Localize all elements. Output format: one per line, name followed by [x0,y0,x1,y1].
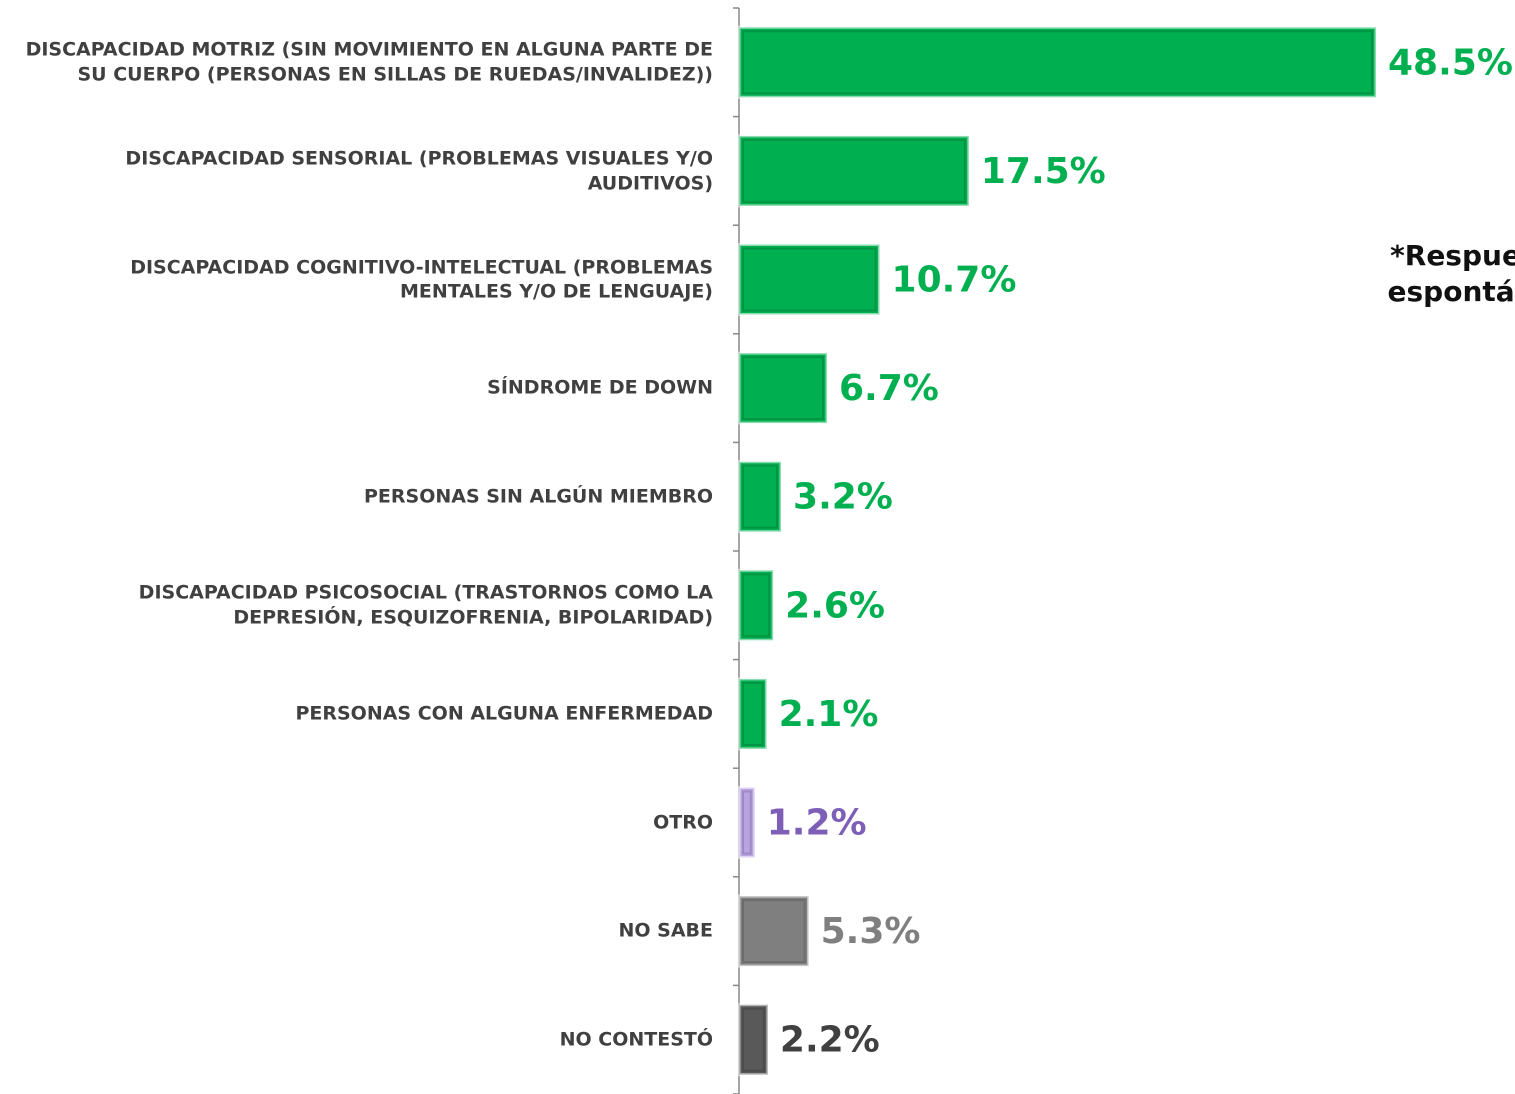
value-label: 48.5% [1388,42,1513,83]
category-label: NO SABE [618,919,713,942]
value-label: 5.3% [821,911,921,952]
annotation: *Respuestaespontánea [1350,238,1515,311]
value-label: 6.7% [839,368,939,409]
category-label: SÍNDROME DE DOWN [487,376,713,399]
value-label: 3.2% [793,477,893,518]
value-label: 10.7% [892,260,1017,301]
bar-bevel [742,790,752,855]
bar [737,894,811,968]
bar-bevel [742,247,877,312]
category-label: DISCAPACIDAD MOTRIZ (SIN MOVIMIENTO EN A… [25,38,713,86]
bar [737,25,1378,99]
category-label: PERSONAS CON ALGUNA ENFERMEDAD [295,702,713,725]
bar [737,460,783,534]
bar [737,134,971,208]
category-label: DISCAPACIDAD PSICOSOCIAL (TRASTORNOS COM… [138,581,713,629]
bar-bevel [742,1007,765,1072]
value-label: 2.1% [779,694,879,735]
category-label: OTRO [653,811,713,834]
bar-bevel [742,681,764,746]
bar [737,1003,770,1077]
annotation-line: *Respuesta [1390,239,1515,272]
category-label: PERSONAS SIN ALGÚN MIEMBRO [363,485,713,508]
bar-bevel [742,573,771,638]
bar-bevel [742,899,806,964]
value-label: 2.2% [780,1020,880,1061]
bar [737,568,775,642]
bar [737,677,769,751]
bar-bevel [742,30,1373,95]
bar-bevel [742,464,779,529]
category-label: DISCAPACIDAD COGNITIVO-INTELECTUAL (PROB… [130,255,713,303]
value-label: 2.6% [785,585,885,626]
value-label: 1.2% [767,803,867,844]
category-label: DISCAPACIDAD SENSORIAL (PROBLEMAS VISUAL… [125,147,713,194]
bar [737,243,882,316]
bar [737,351,829,425]
value-label: 17.5% [981,151,1106,192]
bar [737,786,757,859]
category-label: NO CONTESTÓ [559,1028,713,1051]
annotation-line: espontánea [1387,275,1515,309]
bar-bevel [742,138,966,203]
bar-bevel [742,356,824,421]
